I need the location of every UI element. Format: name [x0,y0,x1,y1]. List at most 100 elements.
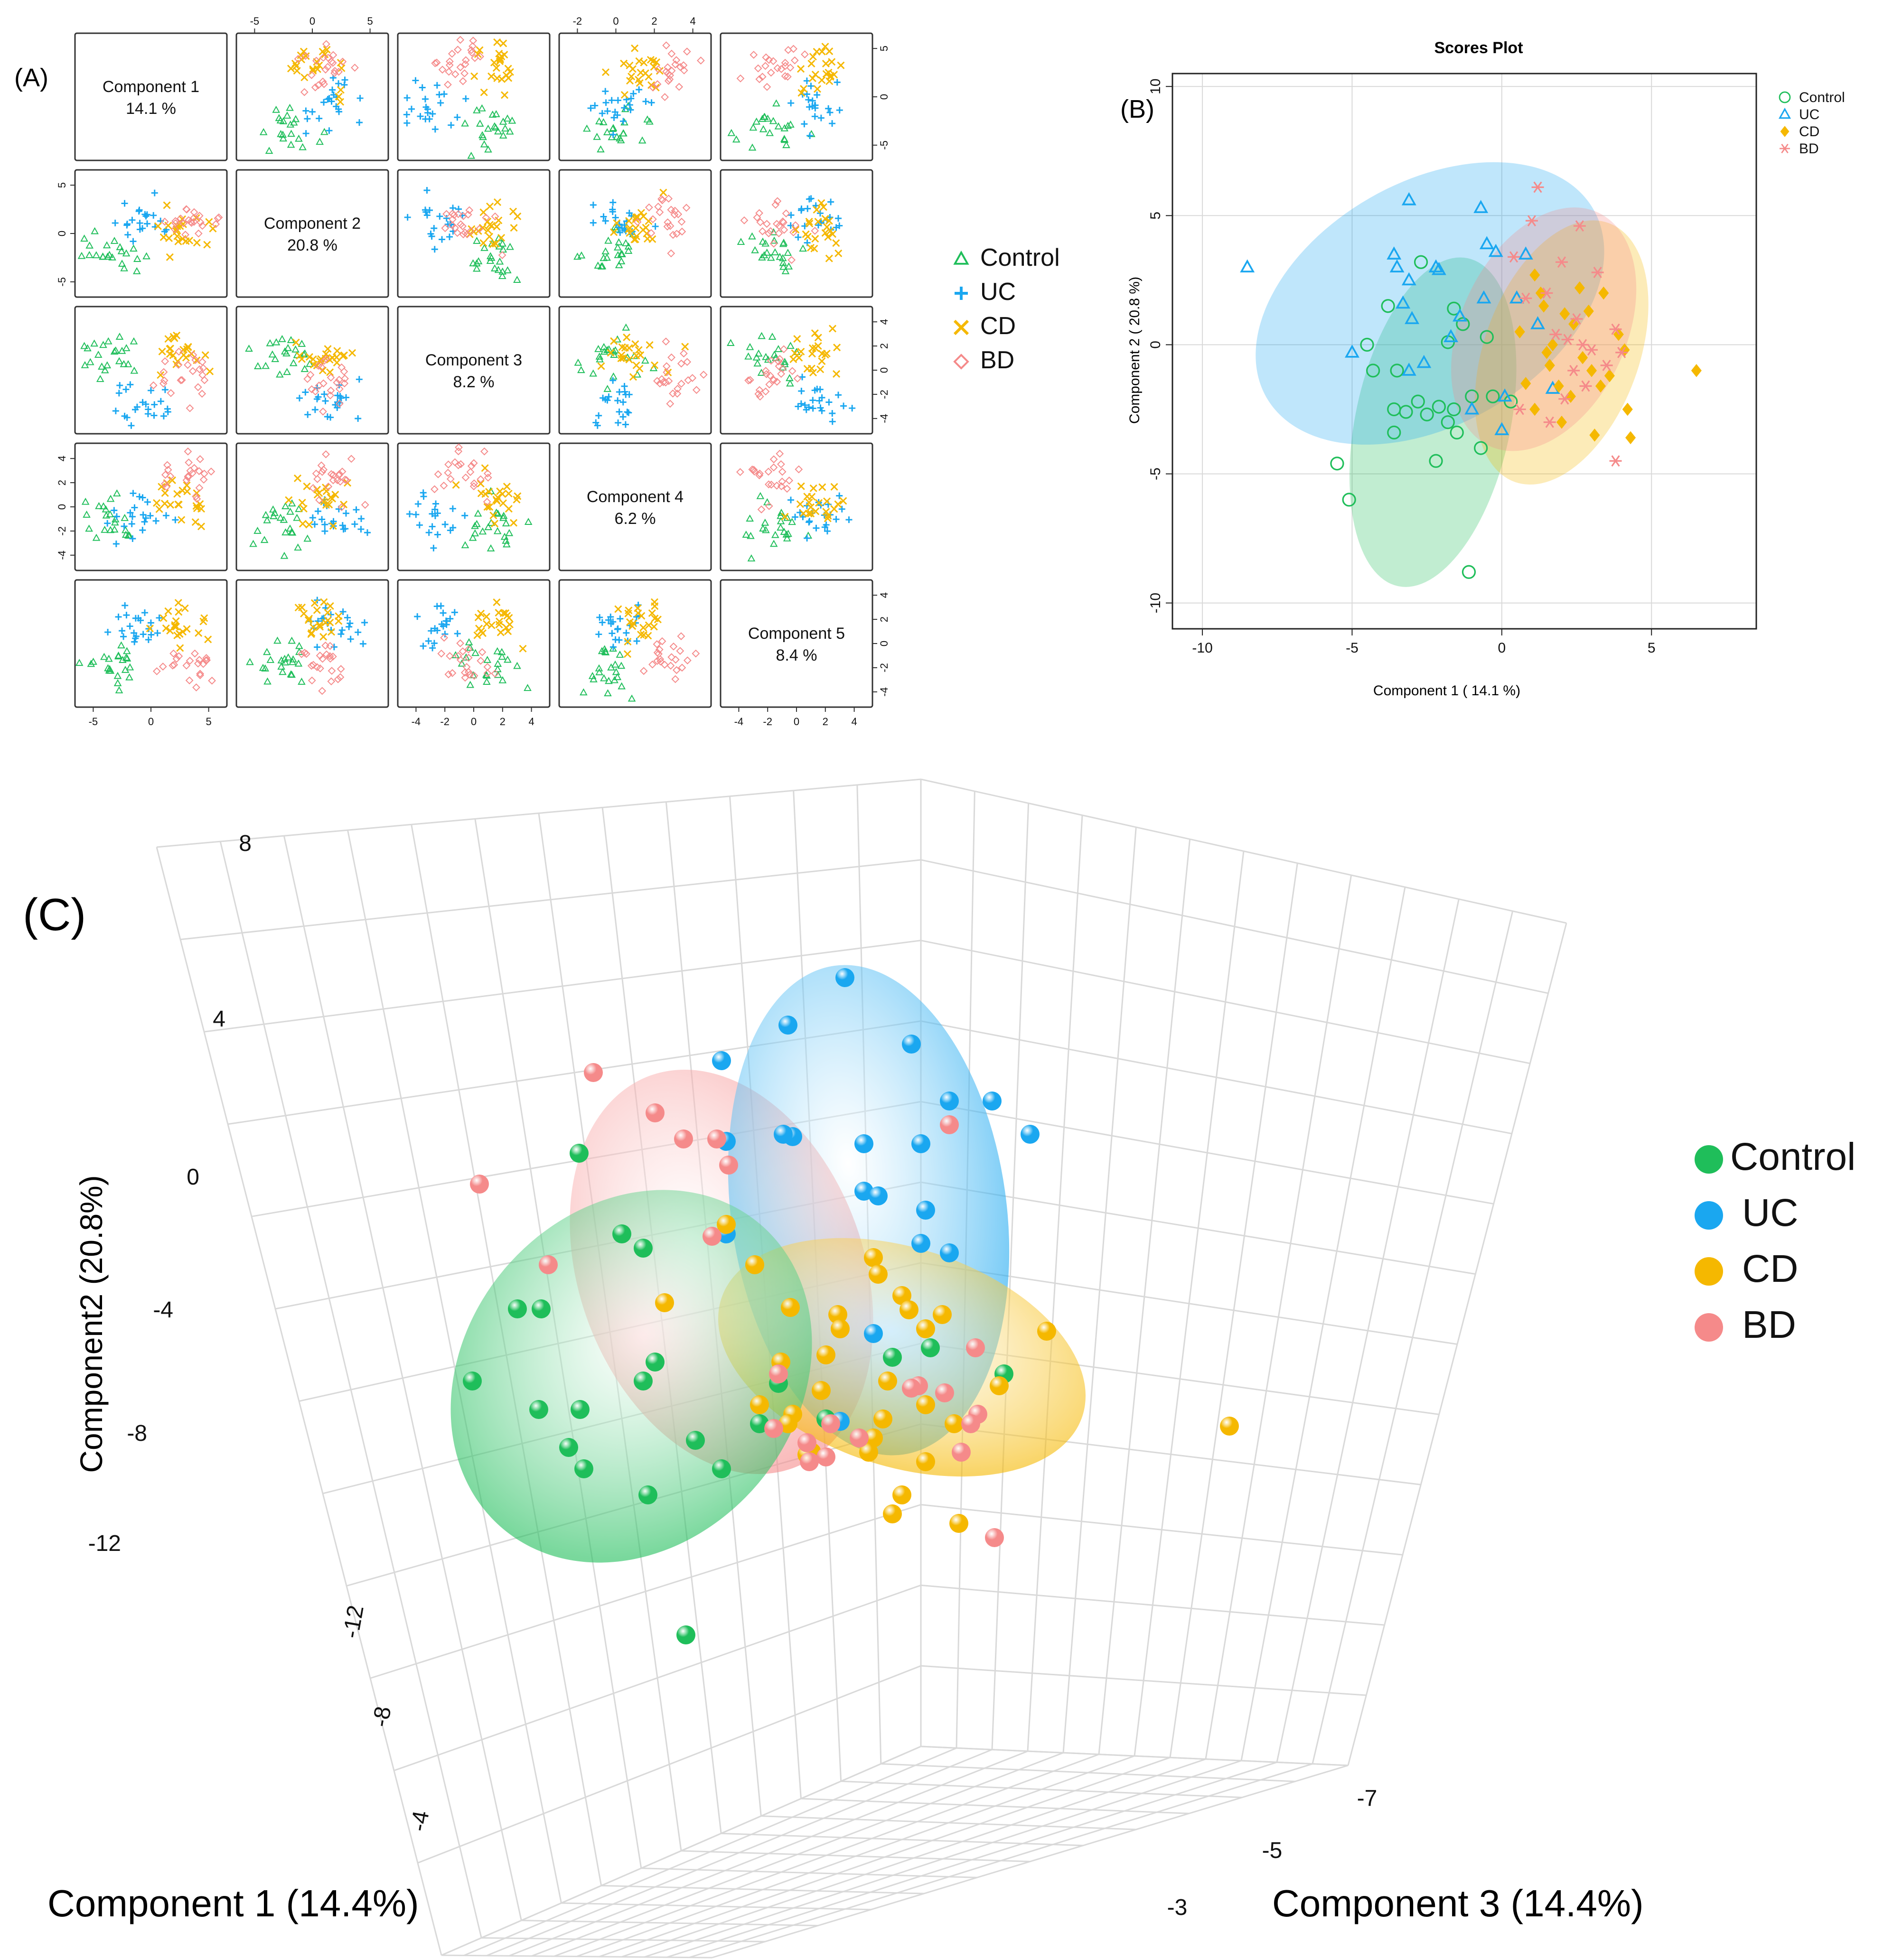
matrix-point [635,346,643,354]
3d-points [463,968,1239,1644]
matrix-point [403,111,410,118]
matrix-point [200,614,208,622]
matrix-point [121,523,128,530]
matrix-point [484,145,492,153]
z-tick-label: -3 [1167,1895,1188,1920]
matrix-point [113,513,120,520]
grid-line [621,1758,1206,1958]
matrix-point [613,132,621,140]
matrix-point [484,474,492,482]
matrix-point [497,628,505,636]
matrix-point [176,644,184,652]
matrix-point [122,602,129,609]
matrix-point [766,371,774,380]
matrix-point [748,143,757,151]
matrix-point [103,241,111,249]
matrix-point [293,474,302,482]
sphere-uc [902,1035,921,1054]
matrix-point [121,200,128,207]
matrix-point [595,668,603,675]
bottom-tick-label: -2 [763,716,772,728]
sphere-cd [949,1514,968,1533]
matrix-point [471,529,479,537]
matrix-point [469,533,477,541]
sphere-control [559,1438,578,1457]
right-tick-label: 5 [878,46,890,51]
matrix-point [439,236,446,243]
matrix-point [296,394,303,401]
matrix-point [175,630,183,638]
matrix-point [747,554,756,562]
matrix-point [424,106,431,113]
matrix-point [92,533,101,541]
matrix-point [159,614,168,622]
score-point-bd [1567,364,1580,376]
matrix-point [782,209,790,218]
matrix-point [85,251,94,258]
panel-c-3d-scatter: (C) 840-4-8-12-12-8-4-7-5-3 Component 1 … [23,778,1856,1959]
matrix-point [355,415,362,422]
score-point-bd [1543,416,1556,428]
matrix-point [835,392,842,399]
matrix-point [465,206,474,215]
matrix-point [649,83,657,92]
matrix-point [806,132,814,139]
matrix-point [322,501,330,509]
bottom-tick-label: 4 [528,716,534,728]
score-point-cd [1556,415,1567,429]
matrix-cell-frame [558,169,712,298]
matrix-point [451,609,458,616]
matrix-point [162,512,169,519]
matrix-point [283,112,291,119]
top-tick-label: -5 [250,15,260,27]
matrix-point [600,674,608,681]
matrix-point [480,88,488,96]
matrix-point [765,502,773,510]
matrix-point [787,256,796,264]
matrix-point [169,333,178,341]
sphere-uc [1021,1125,1040,1144]
matrix-point [150,412,158,419]
sphere-cd [990,1376,1009,1395]
sphere-cd [655,1293,674,1312]
score-point-uc [1431,261,1446,275]
legend-label-control: Control [1730,1135,1856,1178]
legend-label-cd: CD [980,312,1016,340]
matrix-point [637,209,645,217]
matrix-point [491,212,499,221]
matrix-point [609,377,617,384]
matrix-point [483,678,491,685]
matrix-point [319,379,328,388]
matrix-point [604,236,612,244]
matrix-point [476,46,484,54]
matrix-point [171,623,179,631]
matrix-point [683,656,692,664]
matrix-point [200,376,209,384]
sphere-bd [935,1383,954,1402]
matrix-point [610,114,618,121]
matrix-point [77,252,86,259]
matrix-point [625,344,633,352]
matrix-point [746,343,754,350]
matrix-point [805,498,813,506]
matrix-point [136,493,143,500]
matrix-point [613,219,621,227]
matrix-point [483,503,491,511]
matrix-point [106,510,114,518]
matrix-point [583,124,591,132]
matrix-point [493,198,502,206]
matrix-point [355,629,362,636]
matrix-point [110,525,119,533]
matrix-point [139,494,146,501]
matrix-point [680,349,688,358]
matrix-point [782,530,791,538]
matrix-point [484,124,492,132]
sphere-uc [911,1234,930,1253]
matrix-point [625,409,632,416]
matrix-point [682,204,691,212]
z-tick-label: -7 [1357,1786,1378,1811]
matrix-point [762,353,770,360]
score-point-control [1450,425,1464,440]
matrix-point [491,123,500,131]
grid-line [599,1756,1171,1958]
